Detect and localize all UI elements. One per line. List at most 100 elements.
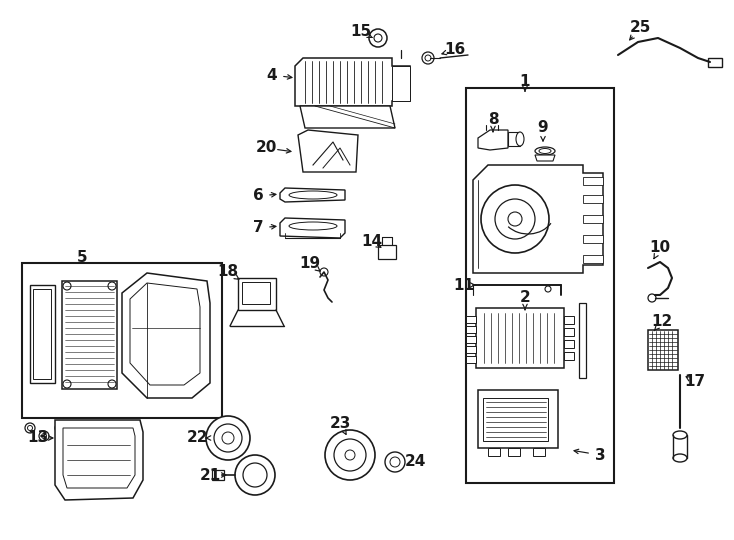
Polygon shape: [298, 130, 358, 172]
Text: 24: 24: [404, 455, 426, 469]
Ellipse shape: [289, 222, 337, 230]
Text: 12: 12: [651, 314, 672, 329]
Bar: [30, 285, 55, 383]
Polygon shape: [564, 352, 574, 360]
Circle shape: [374, 34, 382, 42]
Bar: [242, 282, 270, 304]
Text: 14: 14: [361, 234, 382, 249]
Circle shape: [63, 282, 71, 290]
Circle shape: [57, 426, 62, 430]
Polygon shape: [466, 316, 476, 323]
Circle shape: [235, 455, 275, 495]
Circle shape: [425, 55, 431, 61]
Circle shape: [495, 199, 535, 239]
Text: 10: 10: [650, 240, 671, 255]
Circle shape: [369, 29, 387, 47]
Bar: [378, 245, 396, 259]
Polygon shape: [466, 326, 476, 333]
Circle shape: [27, 426, 32, 430]
Text: 21: 21: [200, 468, 221, 483]
Circle shape: [206, 416, 250, 460]
Text: 22: 22: [187, 430, 208, 445]
Ellipse shape: [673, 454, 687, 462]
Circle shape: [39, 431, 49, 441]
Polygon shape: [280, 218, 345, 238]
Circle shape: [545, 286, 551, 292]
Circle shape: [481, 185, 549, 253]
Polygon shape: [583, 177, 603, 185]
Circle shape: [108, 282, 116, 290]
Bar: [708, 58, 722, 67]
Text: 23: 23: [330, 415, 351, 430]
Text: 2: 2: [520, 291, 531, 306]
Bar: [483, 398, 548, 441]
Ellipse shape: [516, 132, 524, 146]
Text: 9: 9: [538, 120, 548, 136]
Bar: [648, 330, 678, 370]
Ellipse shape: [673, 431, 687, 439]
Text: 5: 5: [76, 251, 87, 266]
Bar: [466, 88, 614, 483]
Circle shape: [508, 212, 522, 226]
Polygon shape: [300, 106, 395, 128]
Polygon shape: [295, 58, 410, 106]
Polygon shape: [55, 420, 143, 500]
Polygon shape: [473, 165, 603, 273]
Polygon shape: [508, 448, 520, 456]
Polygon shape: [583, 195, 603, 203]
Polygon shape: [583, 255, 603, 263]
Bar: [579, 303, 586, 378]
Circle shape: [25, 423, 35, 433]
Text: 20: 20: [255, 140, 277, 156]
Polygon shape: [466, 336, 476, 343]
Ellipse shape: [539, 148, 551, 153]
Circle shape: [385, 452, 405, 472]
Text: 13: 13: [27, 430, 48, 445]
Circle shape: [422, 52, 434, 64]
Text: 1: 1: [520, 75, 530, 90]
Bar: [62, 281, 117, 389]
Circle shape: [390, 457, 400, 467]
Circle shape: [334, 439, 366, 471]
Bar: [33, 289, 51, 379]
Polygon shape: [535, 155, 555, 161]
Bar: [212, 470, 224, 480]
Circle shape: [648, 294, 656, 302]
Text: 3: 3: [595, 448, 606, 462]
Text: 19: 19: [299, 255, 321, 271]
Polygon shape: [564, 328, 574, 336]
Polygon shape: [130, 283, 200, 385]
Bar: [478, 390, 558, 448]
Circle shape: [108, 380, 116, 388]
Bar: [476, 308, 564, 368]
Polygon shape: [63, 428, 135, 488]
Text: 15: 15: [350, 24, 371, 39]
Text: 17: 17: [684, 375, 705, 389]
Circle shape: [325, 430, 375, 480]
Text: 11: 11: [454, 278, 474, 293]
Polygon shape: [122, 273, 210, 398]
Bar: [238, 278, 276, 310]
Circle shape: [345, 450, 355, 460]
Polygon shape: [508, 132, 520, 146]
Circle shape: [63, 380, 71, 388]
Text: 7: 7: [252, 220, 264, 235]
Text: 18: 18: [217, 265, 239, 280]
Polygon shape: [466, 356, 476, 363]
Polygon shape: [564, 340, 574, 348]
Polygon shape: [280, 188, 345, 202]
Ellipse shape: [535, 147, 555, 155]
Circle shape: [42, 434, 46, 438]
Circle shape: [214, 424, 242, 452]
Text: 6: 6: [252, 188, 264, 204]
Text: 16: 16: [444, 43, 465, 57]
Circle shape: [55, 423, 65, 433]
Polygon shape: [466, 346, 476, 353]
Polygon shape: [478, 130, 508, 150]
Ellipse shape: [289, 191, 337, 199]
Polygon shape: [583, 235, 603, 243]
Text: 25: 25: [629, 21, 650, 36]
Text: 8: 8: [487, 112, 498, 127]
Circle shape: [222, 432, 234, 444]
Text: 4: 4: [266, 68, 277, 83]
